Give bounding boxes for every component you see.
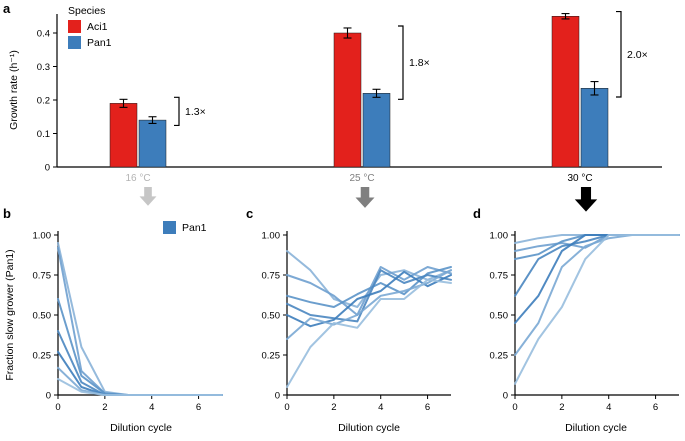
y-tick-label: 0 bbox=[503, 391, 508, 402]
temperature-arrows bbox=[139, 187, 598, 212]
x-tick-label: 2 bbox=[559, 402, 564, 413]
bar-pan1 bbox=[362, 93, 391, 168]
x-tick-label: 2 bbox=[331, 402, 336, 413]
panel-a-letter: a bbox=[3, 1, 11, 16]
y-tick-label: 0.1 bbox=[37, 129, 50, 140]
ratio-bracket bbox=[174, 96, 180, 127]
replicate-line bbox=[57, 378, 223, 396]
y-tick-label: 0.75 bbox=[33, 271, 52, 282]
temperature-label: 25 °C bbox=[349, 173, 374, 184]
y-tick-label: 0.50 bbox=[262, 311, 281, 322]
y-tick-label: 0.75 bbox=[490, 271, 509, 282]
panel-b-x-axis-label: Dilution cycle bbox=[110, 422, 172, 434]
legend-label-aci1: Aci1 bbox=[87, 20, 108, 33]
down-arrow-icon bbox=[139, 187, 157, 206]
species-legend-title: Species bbox=[68, 5, 106, 17]
panel-b-line-chart: 0 0.25 0.50 0.75 1.00 0 2 4 6 bbox=[33, 231, 223, 413]
replicate-line bbox=[514, 234, 680, 385]
x-tick-label: 2 bbox=[102, 402, 107, 413]
x-tick-label: 6 bbox=[653, 402, 658, 413]
growth-rate-y-axis-label: Growth rate (h⁻¹) bbox=[8, 50, 20, 130]
bar-aci1 bbox=[333, 32, 362, 168]
temperature-label: 16 °C bbox=[125, 173, 150, 184]
y-tick-label: 0.3 bbox=[37, 62, 50, 73]
replicate-line bbox=[286, 269, 452, 340]
down-arrow-icon bbox=[574, 187, 598, 212]
panel-c-line-chart: 0 0.25 0.50 0.75 1.00 0 2 4 6 bbox=[262, 231, 452, 413]
aci1-color-swatch bbox=[68, 20, 81, 33]
y-tick-label: 0.25 bbox=[262, 351, 281, 362]
x-tick-label: 0 bbox=[284, 402, 289, 413]
panel-d-letter: d bbox=[473, 206, 481, 221]
replicate-line bbox=[286, 266, 452, 316]
y-tick-label: 0.2 bbox=[37, 96, 50, 107]
pan1-color-swatch bbox=[68, 36, 81, 49]
replicate-line bbox=[286, 250, 452, 308]
ratio-bracket bbox=[616, 10, 622, 98]
bar-pan1 bbox=[580, 88, 609, 168]
replicate-line bbox=[286, 278, 452, 388]
panel-d-x-axis-label: Dilution cycle bbox=[565, 422, 627, 434]
fraction-slow-grower-y-axis-label: Fraction slow grower (Pan1) bbox=[4, 249, 16, 381]
bar-pan1 bbox=[138, 119, 167, 168]
y-tick-label: 0 bbox=[275, 391, 280, 402]
ratio-label: 1.8× bbox=[409, 57, 430, 69]
y-tick-label: 0.25 bbox=[490, 351, 509, 362]
x-tick-label: 4 bbox=[149, 402, 154, 413]
bar-aci1 bbox=[551, 16, 580, 168]
y-tick-label: 0.25 bbox=[33, 351, 52, 362]
y-tick-label: 0.75 bbox=[262, 271, 281, 282]
x-tick-label: 0 bbox=[512, 402, 517, 413]
panel-d-line-chart: 0 0.25 0.50 0.75 1.00 0 2 4 6 bbox=[490, 231, 680, 413]
x-tick-label: 4 bbox=[606, 402, 611, 413]
x-tick-label: 0 bbox=[55, 402, 60, 413]
panel-b-legend: Pan1 bbox=[163, 221, 207, 234]
y-tick-label: 1.00 bbox=[262, 231, 281, 242]
y-tick-label: 1.00 bbox=[33, 231, 52, 242]
ratio-label: 2.0× bbox=[627, 49, 648, 61]
panel-c-letter: c bbox=[246, 206, 254, 221]
y-tick-label: 0.4 bbox=[37, 29, 50, 40]
pan1-color-swatch bbox=[163, 221, 176, 234]
panel-b-letter: b bbox=[3, 206, 11, 221]
y-tick-label: 0 bbox=[45, 163, 50, 174]
y-tick-label: 0.50 bbox=[490, 311, 509, 322]
replicate-line bbox=[514, 234, 680, 297]
replicate-line bbox=[57, 246, 223, 396]
down-arrow-icon bbox=[355, 187, 375, 208]
legend-row-pan1: Pan1 bbox=[68, 36, 112, 49]
bar-aci1 bbox=[109, 103, 138, 168]
legend-label-pan1: Pan1 bbox=[87, 36, 112, 49]
x-tick-label: 6 bbox=[425, 402, 430, 413]
legend-row-aci1: Aci1 bbox=[68, 20, 112, 33]
y-tick-label: 0.50 bbox=[33, 311, 52, 322]
ratio-label: 1.3× bbox=[185, 106, 206, 118]
ratio-bracket bbox=[398, 25, 404, 100]
x-tick-label: 6 bbox=[196, 402, 201, 413]
y-tick-label: 0 bbox=[46, 391, 51, 402]
x-tick-label: 4 bbox=[378, 402, 383, 413]
panel-b-legend-label: Pan1 bbox=[182, 221, 207, 234]
replicate-line bbox=[57, 298, 223, 396]
panel-a-bar-chart: 0 0.1 0.2 0.3 0.4 1.3× 16 °C 1.8× 25 °C 2.0× 30 °C bbox=[37, 10, 662, 184]
temperature-label: 30 °C bbox=[567, 173, 592, 184]
y-tick-label: 1.00 bbox=[490, 231, 509, 242]
species-legend: Species Aci1 Pan1 bbox=[68, 5, 112, 49]
panel-c-x-axis-label: Dilution cycle bbox=[338, 422, 400, 434]
replicate-line bbox=[57, 330, 223, 396]
